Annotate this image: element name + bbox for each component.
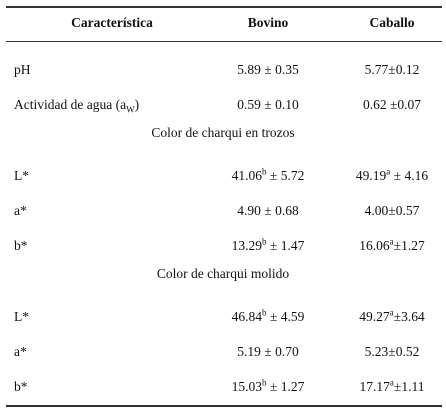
- text-part: 41.06: [231, 168, 263, 183]
- cell-value: 4.00±0.57: [364, 203, 420, 218]
- row-label: pH: [14, 62, 31, 77]
- bottom-rule: [6, 405, 442, 407]
- text-part: b: [262, 236, 267, 247]
- text-part: Actividad de agua (a: [14, 97, 127, 112]
- section-title: Color de charqui en trozos: [151, 125, 295, 140]
- text-part: 15.03: [231, 379, 263, 394]
- text-part: 16.06: [359, 238, 390, 253]
- text-part: W: [126, 104, 135, 115]
- row-label: b*: [14, 238, 28, 253]
- column-header: Caballo: [369, 15, 415, 30]
- cell-value: 5.89 ± 0.35: [237, 62, 299, 77]
- row-label: L*: [14, 309, 29, 324]
- cell-value: 17.17a±1.11: [359, 377, 425, 395]
- text-part: 13.29: [231, 238, 263, 253]
- text-part: b: [262, 166, 267, 177]
- text-part: ±1.27: [393, 238, 425, 253]
- text-part: ± 5.72: [266, 168, 305, 183]
- text-part: ± 4.16: [390, 168, 429, 183]
- text-part: ± 1.47: [266, 238, 305, 253]
- cell-value: 0.62 ±0.07: [362, 97, 422, 112]
- cell-value: 5.77±0.12: [364, 62, 420, 77]
- text-part: ± 4.59: [266, 309, 305, 324]
- row-label: b*: [14, 379, 28, 394]
- text-part: a: [389, 377, 394, 388]
- cell-value: 16.06a±1.27: [359, 236, 425, 254]
- cell-value: 5.19 ± 0.70: [237, 344, 299, 359]
- text-part: ±3.64: [393, 309, 425, 324]
- cell-value: 49.27a±3.64: [359, 307, 425, 325]
- text-part: b: [262, 377, 267, 388]
- cell-value: 0.59 ± 0.10: [237, 97, 299, 112]
- cell-value: 4.90 ± 0.68: [237, 203, 299, 218]
- row-label: Actividad de agua (aW): [14, 97, 140, 115]
- text-part: ): [134, 97, 140, 112]
- cell-value: 49.19a ± 4.16: [355, 166, 429, 184]
- cell-value: 13.29b ± 1.47: [231, 236, 305, 254]
- cell-value: 41.06b ± 5.72: [231, 166, 305, 184]
- text-part: 46.84: [231, 309, 263, 324]
- text-part: ± 1.27: [266, 379, 305, 394]
- column-header: Bovino: [247, 15, 289, 30]
- section-title: Color de charqui molido: [156, 266, 290, 281]
- row-label: a*: [14, 203, 27, 218]
- text-part: 49.27: [359, 309, 390, 324]
- text-part: a: [386, 166, 391, 177]
- text-part: a: [389, 307, 394, 318]
- text-part: a: [389, 236, 394, 247]
- text-part: 49.19: [355, 168, 387, 183]
- row-label: a*: [14, 344, 27, 359]
- top-rule: [6, 6, 442, 8]
- column-header: Característica: [71, 15, 153, 30]
- cell-value: 5.23±0.52: [364, 344, 420, 359]
- row-label: L*: [14, 168, 29, 183]
- cell-value: 46.84b ± 4.59: [231, 307, 305, 325]
- text-part: ±1.11: [393, 379, 425, 394]
- cell-value: 15.03b ± 1.27: [231, 377, 305, 395]
- header-rule: [6, 41, 442, 42]
- text-part: 17.17: [359, 379, 390, 394]
- text-part: b: [262, 307, 267, 318]
